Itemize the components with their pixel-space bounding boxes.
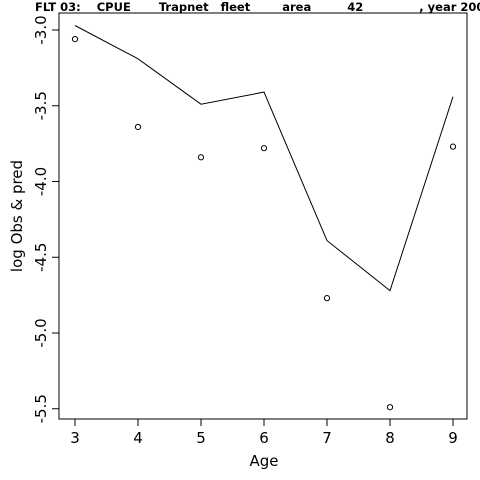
y-axis-label: log Obs & pred [8, 160, 26, 272]
x-tick-label: 7 [322, 429, 332, 447]
chart-title: FLT 03: CPUE Trapnet fleet area 42 , yea… [35, 0, 480, 14]
y-tick-label: -3.0 [32, 15, 50, 44]
x-tick-label: 3 [70, 429, 80, 447]
y-tick-label: -5.0 [32, 318, 50, 347]
observed-point [386, 404, 394, 411]
x-tick-label: 4 [133, 429, 143, 447]
y-tick-label: -5.5 [32, 394, 50, 423]
x-tick-label: 5 [196, 429, 206, 447]
observed-point [449, 143, 457, 150]
observed-point [71, 35, 79, 43]
x-axis-label: Age [249, 452, 278, 470]
y-tick-label: -3.5 [32, 91, 50, 120]
x-tick-label: 8 [385, 429, 395, 447]
x-tick-label: 6 [259, 429, 269, 447]
plot-frame [58, 12, 468, 420]
y-axis: -3.0 -3.5 -4.0 -4.5 -5.0 -5.5 [32, 15, 59, 423]
observed-point [323, 295, 331, 302]
y-tick-label: -4.5 [32, 243, 50, 272]
y-tick-label: -4.0 [32, 167, 50, 196]
predicted-line [74, 25, 454, 292]
x-tick-label: 9 [448, 429, 458, 447]
series-layer [71, 25, 457, 411]
x-axis: 3 4 5 6 7 8 9 [70, 419, 458, 447]
observed-point [197, 154, 205, 161]
observed-point [260, 145, 268, 152]
observed-point [134, 123, 142, 131]
